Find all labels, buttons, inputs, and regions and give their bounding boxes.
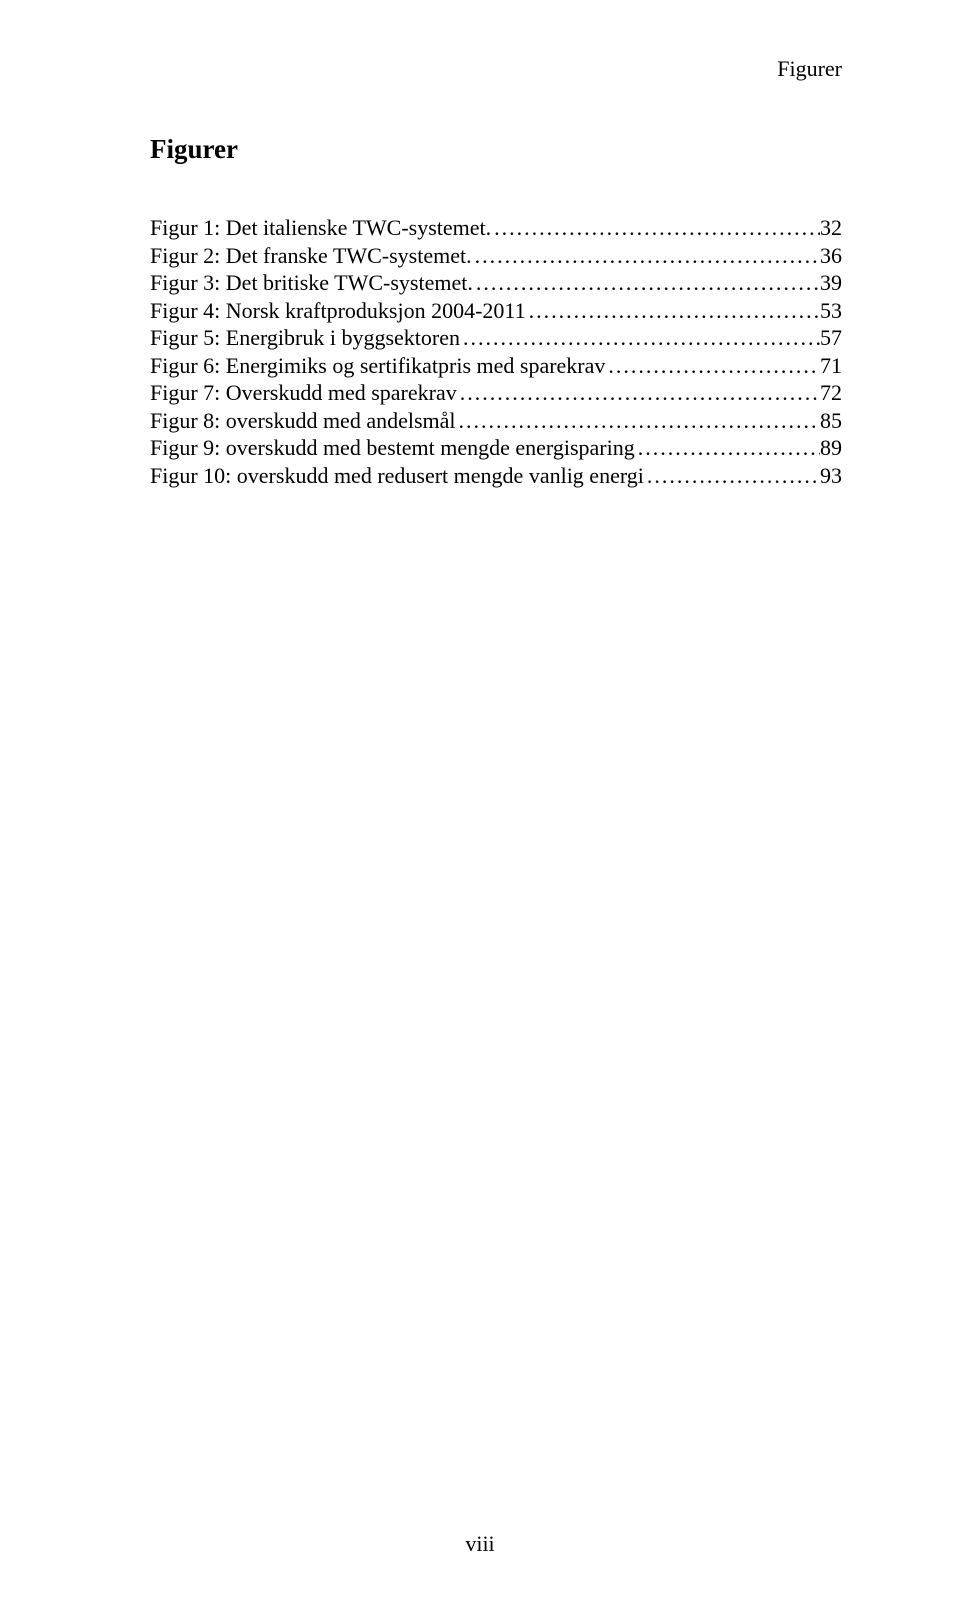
toc-label: Figur 2: Det franske TWC-systemet. [150,245,472,267]
toc-entry: Figur 1: Det italienske TWC-systemet. 32 [150,217,842,239]
toc-label: Figur 5: Energibruk i byggsektoren [150,327,460,349]
toc-entry: Figur 10: overskudd med redusert mengde … [150,465,842,487]
toc-entry: Figur 6: Energimiks og sertifikatpris me… [150,355,842,377]
toc-label: Figur 6: Energimiks og sertifikatpris me… [150,355,605,377]
toc-label: Figur 3: Det britiske TWC-systemet. [150,272,473,294]
toc-page-number: 71 [820,355,842,377]
toc-entry: Figur 8: overskudd med andelsmål 85 [150,410,842,432]
toc-page-number: 57 [820,327,842,349]
toc-entry: Figur 2: Det franske TWC-systemet. 36 [150,245,842,267]
toc-label: Figur 7: Overskudd med sparekrav [150,382,457,404]
toc-leader [473,272,820,294]
toc-page-number: 36 [820,245,842,267]
toc-page-number: 93 [820,465,842,487]
toc-leader [472,245,820,267]
toc-label: Figur 9: overskudd med bestemt mengde en… [150,437,635,459]
page-footer: viii [0,1531,960,1557]
toc-label: Figur 1: Det italienske TWC-systemet. [150,217,491,239]
page-title: Figurer [150,134,842,165]
toc-leader [460,327,820,349]
toc-leader [457,382,820,404]
toc-page-number: 32 [820,217,842,239]
running-head: Figurer [777,56,842,82]
toc-page-number: 72 [820,382,842,404]
toc-entry: Figur 9: overskudd med bestemt mengde en… [150,437,842,459]
toc-leader [456,410,820,432]
toc-entry: Figur 3: Det britiske TWC-systemet. 39 [150,272,842,294]
toc-leader [491,217,820,239]
toc-leader [644,465,820,487]
toc-page-number: 89 [820,437,842,459]
toc-leader [605,355,820,377]
toc-entry: Figur 7: Overskudd med sparekrav 72 [150,382,842,404]
toc-page-number: 39 [820,272,842,294]
document-page: Figurer Figurer Figur 1: Det italienske … [0,0,960,1613]
toc-entry: Figur 4: Norsk kraftproduksjon 2004-2011… [150,300,842,322]
toc-page-number: 85 [820,410,842,432]
toc-page-number: 53 [820,300,842,322]
list-of-figures: Figur 1: Det italienske TWC-systemet. 32… [150,217,842,487]
toc-label: Figur 8: overskudd med andelsmål [150,410,456,432]
toc-entry: Figur 5: Energibruk i byggsektoren 57 [150,327,842,349]
toc-label: Figur 4: Norsk kraftproduksjon 2004-2011 [150,300,526,322]
toc-label: Figur 10: overskudd med redusert mengde … [150,465,644,487]
toc-leader [635,437,820,459]
toc-leader [526,300,820,322]
